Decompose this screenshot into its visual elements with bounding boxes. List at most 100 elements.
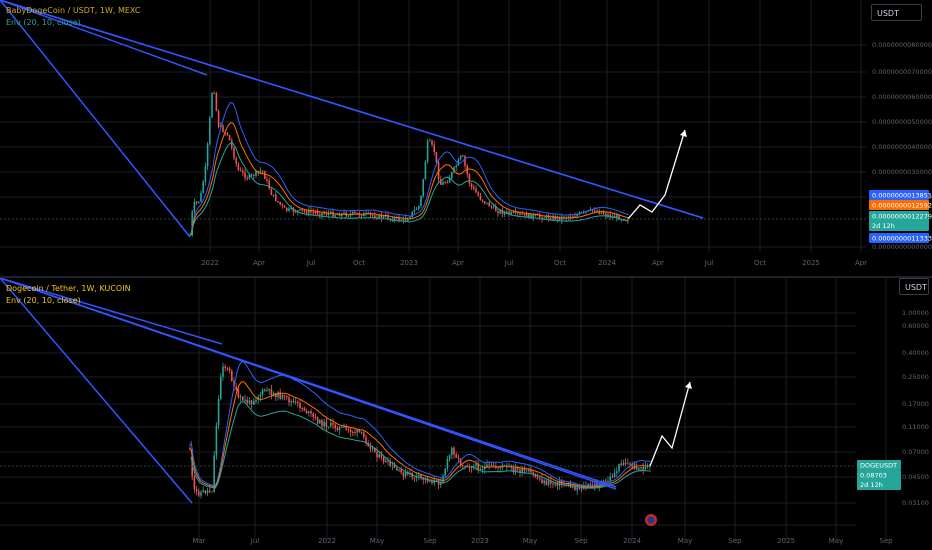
candle-body bbox=[644, 466, 647, 470]
price-label-text: 0.0000000013851 bbox=[872, 192, 932, 200]
chart-symbol-title: Dogecoin / Tether, 1W, KUCOIN bbox=[6, 284, 131, 293]
babydoge-chart-svg[interactable]: 0.0000000080000 0.0000000070000 0.00000000… bbox=[0, 0, 932, 276]
candle-body bbox=[466, 165, 468, 175]
candle-body bbox=[279, 392, 281, 399]
trendline bbox=[0, 0, 208, 76]
candle-body bbox=[308, 411, 310, 414]
x-axis-tick-label: Oct bbox=[754, 259, 766, 267]
candle-body bbox=[426, 140, 429, 162]
candle-body bbox=[547, 480, 550, 485]
candle-body bbox=[286, 207, 288, 211]
candle-body bbox=[591, 209, 594, 211]
candle-body bbox=[308, 210, 310, 214]
pane-divider[interactable] bbox=[0, 276, 932, 278]
candle-body bbox=[314, 212, 317, 214]
candle-body bbox=[580, 488, 583, 490]
candle-body bbox=[374, 447, 376, 452]
candle-body bbox=[217, 399, 220, 426]
candle-body bbox=[413, 477, 416, 479]
candle-body bbox=[259, 170, 262, 172]
candle-body bbox=[264, 389, 266, 391]
candle-body bbox=[283, 205, 286, 208]
candle-body bbox=[459, 458, 462, 466]
candle-body bbox=[371, 447, 374, 449]
candle-body bbox=[398, 469, 400, 471]
candle-body bbox=[193, 201, 196, 212]
candle-body bbox=[365, 437, 367, 443]
candle-body bbox=[301, 407, 303, 409]
chart-pane-babydoge[interactable]: 0.0000000080000 0.0000000070000 0.00000000… bbox=[0, 0, 932, 276]
envelope-upper bbox=[190, 102, 629, 235]
candle-body bbox=[440, 483, 442, 485]
chart-pane-doge[interactable]: 1.00000 0.60000 0.40000 0.25000 0.17000 0.110… bbox=[0, 278, 932, 550]
candle-body bbox=[389, 218, 391, 220]
x-axis-tick-label: Oct bbox=[353, 259, 365, 267]
x-axis-tick-label: Jul bbox=[504, 259, 514, 267]
candle-body bbox=[574, 486, 576, 491]
candle-body bbox=[510, 212, 512, 215]
candle-body bbox=[327, 426, 330, 428]
candle-body bbox=[462, 465, 464, 467]
candle-body bbox=[594, 210, 596, 212]
candle-body bbox=[242, 170, 244, 173]
candle-body bbox=[376, 451, 378, 458]
y-axis-tick-label: 0.0000000030000 bbox=[872, 168, 932, 176]
x-axis-tick-label: Mar bbox=[192, 537, 205, 545]
candle-body bbox=[246, 399, 248, 403]
candle-body bbox=[613, 472, 616, 478]
candle-body bbox=[246, 177, 248, 179]
candle-body bbox=[363, 432, 365, 438]
candle-body bbox=[325, 213, 328, 215]
candle-body bbox=[349, 429, 352, 432]
candle-body bbox=[334, 424, 336, 429]
candle-body bbox=[633, 464, 636, 468]
candle-body bbox=[369, 445, 372, 449]
candle-body bbox=[217, 110, 220, 127]
candle-body bbox=[393, 217, 396, 221]
candle-body bbox=[213, 93, 215, 95]
price-label-text: 0.08703 bbox=[860, 472, 887, 480]
candle-body bbox=[638, 467, 640, 470]
candle-body bbox=[545, 480, 548, 485]
candle-body bbox=[508, 211, 510, 215]
candle-body bbox=[356, 429, 358, 433]
candle-body bbox=[389, 461, 391, 466]
candle-body bbox=[556, 483, 559, 486]
candle-body bbox=[398, 217, 400, 221]
candle-body bbox=[411, 211, 413, 217]
candle-body bbox=[468, 467, 471, 469]
candle-body bbox=[385, 460, 387, 463]
doge-chart-svg[interactable]: 1.00000 0.60000 0.40000 0.25000 0.17000 0.110… bbox=[0, 278, 932, 550]
candle-body bbox=[576, 214, 578, 217]
envelope-lower bbox=[190, 401, 651, 489]
x-axis-tick-label: 2025 bbox=[802, 259, 820, 267]
candle-body bbox=[189, 448, 191, 449]
candle-body bbox=[235, 158, 237, 164]
candle-body bbox=[618, 463, 620, 472]
candle-body bbox=[323, 421, 325, 427]
candle-body bbox=[534, 214, 537, 216]
candle-body bbox=[195, 489, 198, 492]
indicator-label[interactable]: Env (20, 10, close) bbox=[6, 296, 81, 305]
candle-body bbox=[550, 218, 552, 220]
indicator-label[interactable]: Env (20, 10, close) bbox=[6, 18, 81, 27]
currency-button[interactable]: USDT bbox=[899, 278, 929, 295]
candle-body bbox=[338, 426, 341, 431]
candle-body bbox=[512, 466, 515, 473]
candle-body bbox=[572, 216, 574, 218]
candle-body bbox=[244, 172, 246, 178]
candle-body bbox=[213, 455, 215, 493]
candle-body bbox=[624, 462, 627, 464]
candle-body bbox=[437, 479, 440, 485]
candle-body bbox=[486, 202, 488, 204]
candle-body bbox=[341, 426, 343, 428]
candle-body bbox=[294, 211, 297, 213]
y-axis-tick-label: 1.00000 bbox=[902, 309, 929, 317]
candle-body bbox=[283, 395, 286, 397]
trendline bbox=[0, 0, 704, 219]
currency-button[interactable]: USDT bbox=[871, 4, 922, 21]
candle-body bbox=[360, 432, 363, 434]
candle-body bbox=[594, 483, 596, 486]
candle-body bbox=[253, 401, 255, 405]
x-axis-tick-label: Sep bbox=[423, 537, 437, 545]
